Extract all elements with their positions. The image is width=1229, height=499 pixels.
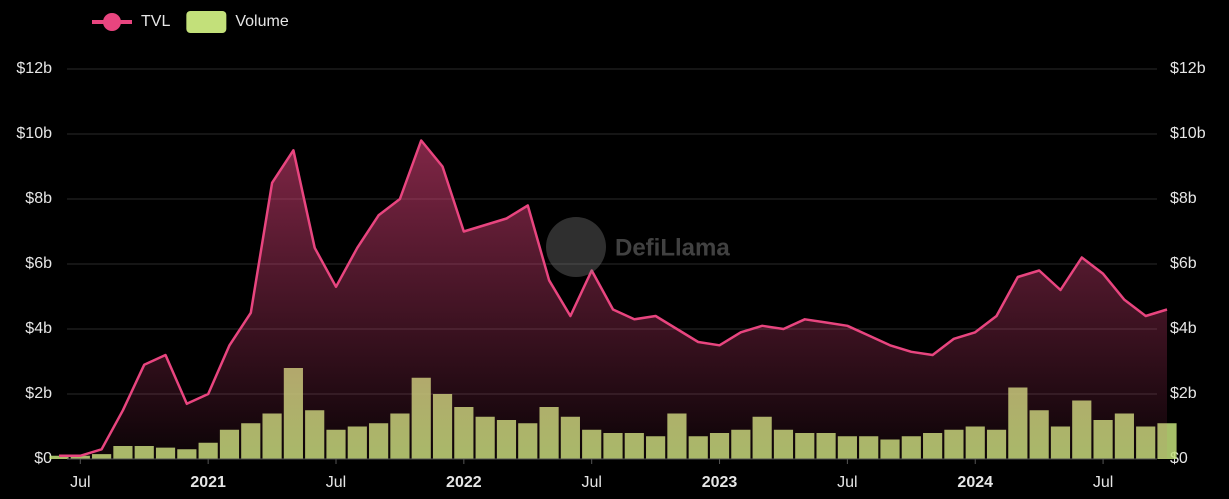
y2-tick-label: $10b <box>1170 125 1206 142</box>
x-tick-label: 2021 <box>190 474 226 491</box>
legend-swatch <box>186 11 227 33</box>
legend-item: Volume <box>186 11 289 33</box>
x-tick-label: Jul <box>1093 474 1113 491</box>
y2-tick-label: $2b <box>1170 385 1197 402</box>
x-tick-label: Jul <box>70 474 90 491</box>
watermark: DefiLlama <box>546 217 730 277</box>
y-tick-label: $4b <box>25 320 52 337</box>
legend-swatch <box>103 13 121 31</box>
tvl-line <box>59 139 1168 458</box>
watermark-text: DefiLlama <box>615 234 730 261</box>
y-tick-label: $2b <box>25 385 52 402</box>
legend: TVL Volume <box>92 11 289 33</box>
legend-label: TVL <box>141 13 170 30</box>
legend-label: Volume <box>235 13 288 30</box>
x-tick-label: Jul <box>581 474 601 491</box>
x-tick-label: 2023 <box>702 474 738 491</box>
y-tick-label: $8b <box>25 190 52 207</box>
x-tick-label: Jul <box>837 474 857 491</box>
y2-tick-label: $4b <box>1170 320 1197 337</box>
x-tick-label: 2022 <box>446 474 482 491</box>
x-tick-label: Jul <box>326 474 346 491</box>
y-tick-label: $12b <box>16 60 52 77</box>
legend-item: TVL <box>92 13 170 31</box>
y2-tick-label: $12b <box>1170 60 1206 77</box>
y-tick-label: $0 <box>34 450 52 467</box>
watermark-logo <box>546 217 606 277</box>
y-tick-label: $6b <box>25 255 52 272</box>
y2-tick-label: $8b <box>1170 190 1197 207</box>
x-tick-label: 2024 <box>957 474 993 491</box>
y-tick-label: $10b <box>16 125 52 142</box>
y2-tick-label: $6b <box>1170 255 1197 272</box>
plot <box>49 139 1177 460</box>
tvl-area <box>59 140 1167 459</box>
